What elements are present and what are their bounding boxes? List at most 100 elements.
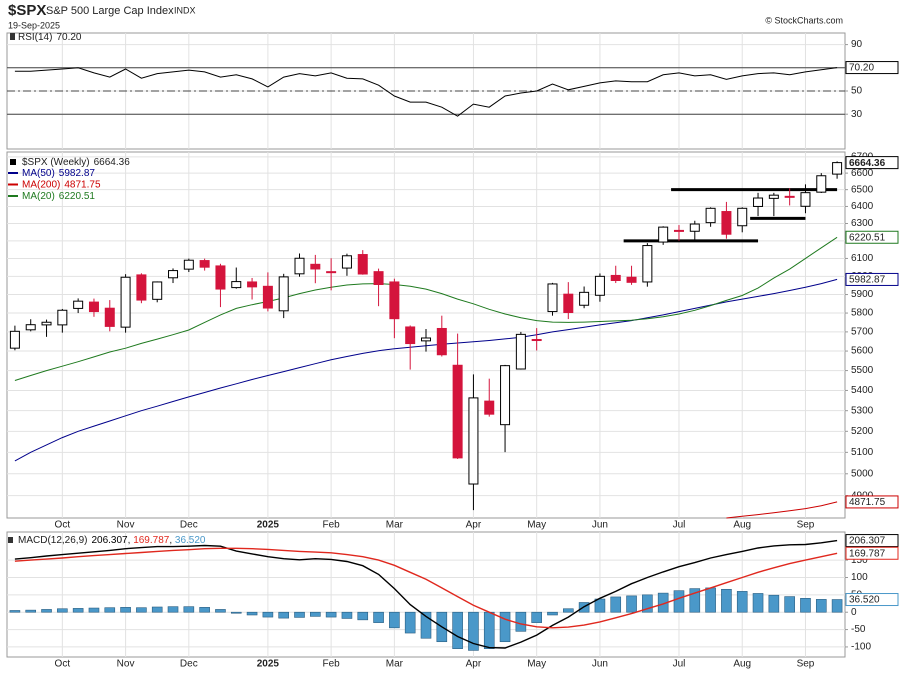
candle-body: [104, 307, 115, 327]
y-tick-label: 150: [851, 555, 868, 566]
histogram-bar: [642, 594, 653, 613]
legend-entry: MACD(12,26,9) 206.307, 169.787, 36.520: [18, 535, 206, 546]
candle-body: [215, 265, 226, 290]
histogram-bar: [183, 606, 195, 613]
rsi-line: [14, 67, 838, 117]
last-value-box: [845, 534, 899, 548]
legend-text: 6220.51: [59, 191, 96, 202]
last-value-label: 4871.75: [849, 497, 886, 508]
histogram-bar: [831, 599, 843, 613]
histogram-bar: [230, 611, 242, 614]
legend-entry: RSI(14) 70.20: [18, 32, 82, 43]
x-tick-label: Apr: [466, 520, 482, 531]
candle-body: [310, 263, 321, 270]
date: 19-Sep-2025: [8, 20, 60, 30]
candle-body: [278, 276, 289, 312]
candle-body: [753, 197, 764, 207]
last-value-label: 70.20: [849, 63, 874, 74]
candle-body: [547, 283, 558, 313]
legend-text: ,: [169, 535, 175, 546]
candle-body: [341, 255, 352, 269]
histogram-bar: [705, 587, 716, 613]
histogram-bar: [357, 611, 369, 621]
histogram-bar: [452, 611, 463, 649]
x-tick-label: Aug: [733, 520, 751, 531]
y-tick-label: 5900: [851, 289, 874, 300]
x-tick-label: 2025: [257, 659, 280, 670]
candle-body: [262, 285, 273, 309]
x-tick-label: Dec: [180, 659, 198, 670]
last-value-box: [845, 230, 899, 244]
x-tick-label: Nov: [117, 659, 135, 670]
candle-body: [231, 281, 242, 289]
y-tick-label: 5100: [851, 447, 874, 458]
histogram-bar: [199, 607, 210, 613]
exchange: INDX: [174, 5, 196, 15]
last-value-box: [845, 495, 899, 509]
y-tick-label: 0: [851, 607, 857, 618]
legend-text: 36.520: [175, 535, 206, 546]
candle-body: [484, 400, 495, 415]
histogram-bar: [752, 593, 764, 613]
candle-body: [183, 259, 194, 270]
moving-average: [14, 236, 838, 381]
x-tick-label: Nov: [117, 520, 135, 531]
histogram-bar: [673, 590, 685, 613]
last-value-label: 5982.87: [849, 275, 886, 286]
candle-body: [357, 254, 368, 275]
candle-body: [88, 301, 99, 313]
legend-text: 4871.75: [64, 179, 101, 190]
macd-line: [14, 547, 838, 629]
y-tick-label: 6400: [851, 201, 874, 212]
legend-text: MACD(12,26,9): [18, 535, 87, 546]
y-tick-label: 50: [851, 86, 863, 97]
last-value-box: [845, 61, 899, 75]
x-tick-label: Jul: [673, 659, 686, 670]
y-tick-label: -50: [851, 624, 866, 635]
histogram-bar: [120, 607, 131, 613]
histogram-bar: [41, 609, 52, 613]
candle-body: [563, 293, 574, 313]
y-tick-label: 6300: [851, 218, 874, 229]
last-value-box: [845, 593, 899, 607]
histogram-bar: [136, 607, 147, 613]
candle-body: [579, 291, 590, 306]
histogram-bar: [499, 611, 511, 643]
source: © StockCharts.com: [765, 15, 843, 25]
x-tick-label: Apr: [466, 659, 482, 670]
last-value-label: 6220.51: [849, 232, 886, 243]
histogram-bar: [404, 611, 416, 634]
candle-body: [768, 194, 779, 199]
candle-body: [436, 327, 447, 356]
candle-body: [9, 330, 20, 349]
legend-text: 5982.87: [59, 168, 96, 179]
candle-body: [405, 326, 416, 345]
macd-line: [14, 539, 838, 649]
x-tick-label: Mar: [386, 659, 404, 670]
y-tick-label: 30: [851, 109, 863, 120]
candle-body: [57, 309, 68, 326]
candle-body: [468, 397, 479, 485]
x-tick-label: Mar: [386, 520, 404, 531]
histogram-bar: [389, 611, 400, 629]
legend-entry: MA(200) 4871.75: [22, 179, 101, 190]
histogram-bar: [721, 588, 732, 613]
candle-body: [73, 300, 84, 309]
candle-body: [373, 271, 384, 285]
histogram-bar: [563, 608, 574, 613]
candle-body: [610, 274, 621, 282]
candle-body: [326, 271, 337, 274]
legend-swatch: [10, 159, 16, 165]
histogram-bar: [262, 611, 274, 618]
histogram-bar: [341, 611, 353, 619]
x-tick-label: Jun: [592, 659, 608, 670]
candle-body: [737, 207, 748, 227]
histogram-bar: [736, 591, 748, 613]
y-tick-label: 5500: [851, 365, 874, 376]
y-tick-label: -100: [851, 642, 871, 653]
histogram-bar: [104, 607, 116, 613]
histogram-bar: [278, 611, 289, 619]
histogram-bar: [25, 609, 37, 613]
legend-text: MA(50): [22, 168, 55, 179]
